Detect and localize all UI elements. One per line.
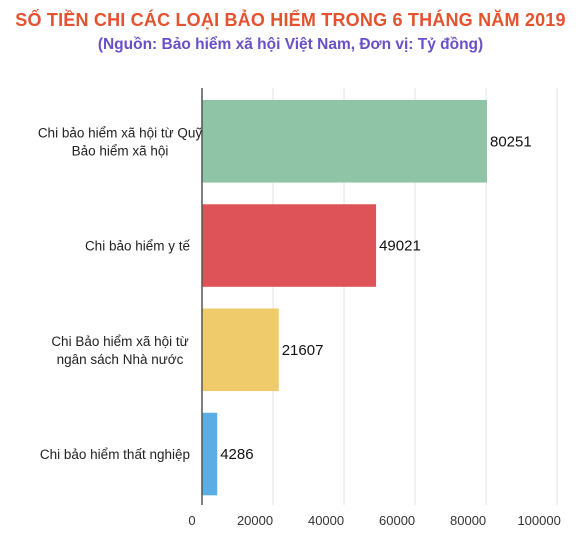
value-label-1: 49021: [379, 238, 421, 255]
category-label-0-line-0: Chi bảo hiểm xã hội từ Quỹ: [38, 125, 203, 140]
x-tick-label-3: 60000: [379, 513, 415, 528]
x-tick-label-0: 0: [188, 513, 195, 528]
value-label-2: 21607: [282, 342, 324, 359]
category-label-2-line-0: Chi Bảo hiểm xã hội từ: [51, 334, 188, 349]
chart-title: SỐ TIỀN CHI CÁC LOẠI BẢO HIỂM TRONG 6 TH…: [15, 10, 566, 30]
bar-0: [202, 100, 487, 183]
x-tick-label-1: 20000: [237, 513, 273, 528]
category-label-0: Chi bảo hiểm xã hội từ Quỹ Bảo hiểm xã hộ…: [38, 125, 203, 158]
x-tick-label-5: 100000: [517, 513, 560, 528]
labels: 0 20000 40000 60000 80000 100000 80251 Chi bảo …: [38, 125, 561, 528]
bar-2: [202, 308, 279, 392]
category-label-1-line-0: Chi bảo hiểm y tế: [85, 239, 191, 254]
bars: [202, 100, 487, 496]
value-label-3: 4286: [220, 446, 253, 463]
category-label-3-line-0: Chi bảo hiểm thất nghiệp: [40, 447, 190, 462]
category-label-2-line-1: ngân sách Nhà nước: [57, 352, 184, 367]
value-label-0: 80251: [490, 133, 532, 150]
bar-1: [202, 204, 377, 287]
bar-3: [202, 412, 218, 496]
x-tick-label-4: 80000: [450, 513, 486, 528]
chart-subtitle: (Nguồn: Bảo hiểm xã hội Việt Nam, Đơn vị…: [97, 36, 484, 53]
category-label-1: Chi bảo hiểm y tế: [85, 239, 191, 254]
category-label-0-line-1: Bảo hiểm xã hội: [72, 143, 169, 158]
category-label-3: Chi bảo hiểm thất nghiệp: [40, 447, 190, 462]
category-label-2: Chi Bảo hiểm xã hội từ ngân sách Nhà nước: [51, 334, 188, 367]
x-tick-label-2: 40000: [308, 513, 344, 528]
